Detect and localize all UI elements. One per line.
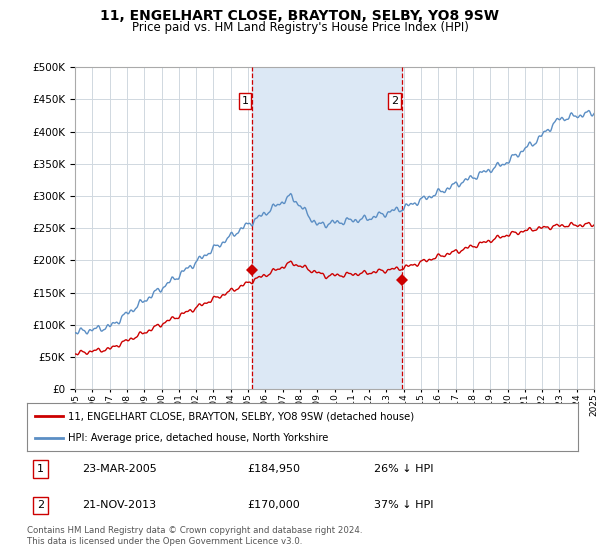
Text: 1: 1: [37, 464, 44, 474]
Text: £184,950: £184,950: [247, 464, 301, 474]
Text: 21-NOV-2013: 21-NOV-2013: [82, 501, 156, 510]
Text: Contains HM Land Registry data © Crown copyright and database right 2024.
This d: Contains HM Land Registry data © Crown c…: [27, 526, 362, 546]
Text: Price paid vs. HM Land Registry's House Price Index (HPI): Price paid vs. HM Land Registry's House …: [131, 21, 469, 34]
Text: 37% ↓ HPI: 37% ↓ HPI: [374, 501, 434, 510]
Text: £170,000: £170,000: [247, 501, 300, 510]
Text: HPI: Average price, detached house, North Yorkshire: HPI: Average price, detached house, Nort…: [68, 433, 329, 443]
Text: 26% ↓ HPI: 26% ↓ HPI: [374, 464, 434, 474]
Text: 2: 2: [391, 96, 398, 106]
Text: 11, ENGELHART CLOSE, BRAYTON, SELBY, YO8 9SW (detached house): 11, ENGELHART CLOSE, BRAYTON, SELBY, YO8…: [68, 411, 415, 421]
Bar: [252, 67, 402, 389]
Text: 23-MAR-2005: 23-MAR-2005: [82, 464, 157, 474]
Text: 2: 2: [37, 501, 44, 510]
Text: 11, ENGELHART CLOSE, BRAYTON, SELBY, YO8 9SW: 11, ENGELHART CLOSE, BRAYTON, SELBY, YO8…: [101, 9, 499, 23]
Text: 1: 1: [241, 96, 248, 106]
